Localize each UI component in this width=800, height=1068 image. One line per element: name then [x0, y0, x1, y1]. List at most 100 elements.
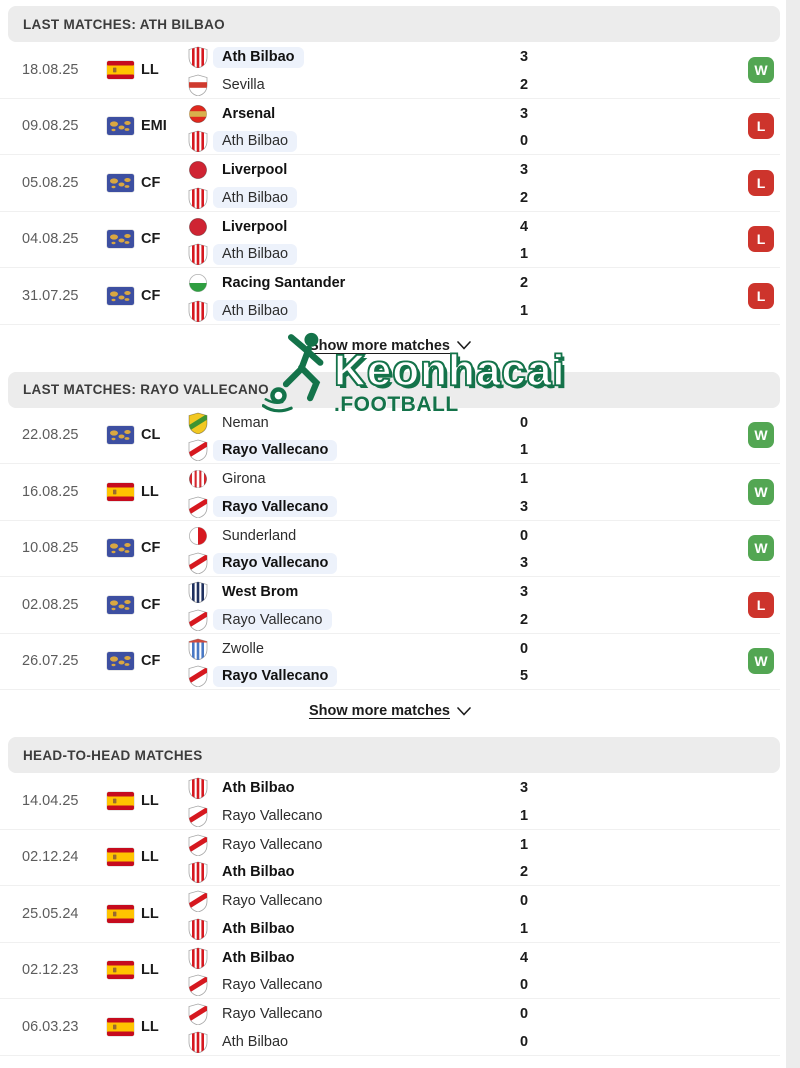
show-more-button[interactable]: Show more matches: [0, 699, 780, 723]
competition-code: LL: [141, 1018, 159, 1035]
match-row[interactable]: 02.12.23 LL Ath Bilbao 4 Rayo Vallecano …: [0, 943, 780, 999]
match-date: 22.08.25: [22, 427, 79, 444]
ath-bilbao-crest-icon: [188, 243, 208, 265]
home-team-line: Liverpool 3: [188, 158, 763, 182]
team-name: Ath Bilbao: [222, 864, 295, 880]
sevilla-crest-icon: [188, 74, 208, 96]
away-team-line: Rayo Vallecano 5: [188, 664, 763, 688]
show-more-button[interactable]: Show more matches: [0, 334, 780, 358]
away-team-line: Ath Bilbao 2: [188, 186, 763, 210]
chevron-down-icon: [457, 341, 471, 350]
result-badge: W: [748, 422, 774, 449]
home-team-line: Liverpool 4: [188, 215, 763, 239]
world-flag-icon: [107, 539, 134, 558]
match-row[interactable]: 04.08.25 CF Liverpool 4 Ath Bilbao 1 L: [0, 212, 780, 268]
away-team-line: Ath Bilbao 1: [188, 242, 763, 266]
result-badge: L: [748, 226, 774, 253]
spain-flag-icon: [107, 60, 134, 79]
team-name: Ath Bilbao: [222, 949, 295, 966]
competition-code: LL: [141, 483, 159, 500]
match-row[interactable]: 06.03.23 LL Rayo Vallecano 0 Ath Bilbao …: [0, 999, 780, 1056]
girona-crest-icon: [188, 468, 208, 490]
match-date: 06.03.23: [22, 1018, 79, 1035]
team-score: 4: [520, 218, 529, 235]
match-date: 31.07.25: [22, 287, 79, 304]
team-name: Liverpool: [222, 218, 288, 235]
match-date: 09.08.25: [22, 118, 79, 135]
home-team-line: Rayo Vallecano 0: [188, 889, 763, 913]
rayo-vallecano-crest-icon: [188, 974, 208, 996]
show-more-label: Show more matches: [308, 337, 450, 354]
rayo-vallecano-crest-icon: [188, 496, 208, 518]
ath-bilbao-crest-icon: [188, 46, 208, 68]
spain-flag-icon: [107, 791, 134, 810]
result-badge: W: [748, 535, 774, 562]
home-team-line: West Brom 3: [188, 580, 763, 604]
team-name: Rayo Vallecano: [213, 552, 338, 574]
team-score: 0: [520, 977, 529, 993]
match-date: 02.12.23: [22, 962, 79, 979]
competition-code: CF: [141, 231, 161, 248]
match-date: 26.07.25: [22, 653, 79, 670]
team-name: Rayo Vallecano: [222, 1006, 323, 1022]
team-score: 2: [520, 189, 529, 206]
world-flag-icon: [107, 652, 134, 671]
result-badge: W: [748, 478, 774, 505]
chevron-down-icon: [457, 706, 471, 716]
team-name: Girona: [222, 471, 266, 487]
home-team-line: Zwolle 0: [188, 637, 763, 661]
result-badge: L: [748, 113, 774, 140]
competition-code: CF: [141, 540, 161, 557]
away-team-line: Rayo Vallecano 3: [188, 551, 763, 575]
match-row[interactable]: 22.08.25 CL Neman 0 Rayo Vallecano 1 W: [0, 408, 780, 464]
team-name: Liverpool: [222, 162, 288, 178]
away-team-line: Ath Bilbao 0: [188, 1030, 763, 1054]
match-date: 14.04.25: [22, 792, 79, 809]
ath-bilbao-crest-icon: [188, 187, 208, 209]
rayo-vallecano-crest-icon: [188, 805, 208, 827]
team-score: 1: [520, 836, 529, 853]
arsenal-crest-icon: [188, 103, 208, 125]
team-name: Ath Bilbao: [222, 780, 295, 796]
team-score: 0: [520, 640, 529, 657]
team-score: 0: [520, 1033, 529, 1050]
team-score: 2: [520, 611, 529, 628]
team-name: Ath Bilbao: [222, 1033, 289, 1050]
racing-santander-crest-icon: [188, 272, 208, 294]
team-score: 1: [520, 471, 529, 487]
match-row[interactable]: 05.08.25 CF Liverpool 3 Ath Bilbao 2 L: [0, 155, 780, 212]
team-score: 0: [520, 133, 529, 149]
match-date: 16.08.25: [22, 483, 79, 500]
match-row[interactable]: 26.07.25 CF Zwolle 0 Rayo Vallecano 5 W: [0, 634, 780, 690]
team-score: 3: [520, 162, 529, 178]
match-row[interactable]: 18.08.25 LL Ath Bilbao 3 Sevilla 2 W: [0, 42, 780, 99]
competition-code: EMI: [141, 118, 167, 135]
west-brom-crest-icon: [188, 581, 208, 603]
ath-bilbao-crest-icon: [188, 1031, 208, 1053]
away-team-line: Rayo Vallecano 0: [188, 973, 763, 997]
team-score: 4: [520, 949, 529, 966]
match-row[interactable]: 16.08.25 LL Girona 1 Rayo Vallecano 3 W: [0, 464, 780, 521]
match-row[interactable]: 02.12.24 LL Rayo Vallecano 1 Ath Bilbao …: [0, 830, 780, 886]
match-date: 02.08.25: [22, 596, 79, 613]
match-row[interactable]: 10.08.25 CF Sunderland 0 Rayo Vallecano …: [0, 521, 780, 577]
away-team-line: Ath Bilbao 1: [188, 917, 763, 941]
world-flag-icon: [107, 230, 134, 249]
competition-code: CF: [141, 174, 161, 191]
home-team-line: Rayo Vallecano 0: [188, 1002, 763, 1026]
team-score: 2: [520, 275, 529, 291]
team-name: Neman: [222, 414, 269, 431]
match-row[interactable]: 09.08.25 EMI Arsenal 3 Ath Bilbao 0 L: [0, 99, 780, 155]
spain-flag-icon: [107, 904, 134, 923]
team-name: Ath Bilbao: [213, 300, 298, 321]
match-row[interactable]: 02.08.25 CF West Brom 3 Rayo Vallecano 2…: [0, 577, 780, 634]
team-score: 5: [520, 668, 529, 684]
match-row[interactable]: 31.07.25 CF Racing Santander 2 Ath Bilba…: [0, 268, 780, 325]
match-row[interactable]: 25.05.24 LL Rayo Vallecano 0 Ath Bilbao …: [0, 886, 780, 943]
rayo-vallecano-crest-icon: [188, 834, 208, 856]
sections-container: LAST MATCHES: ATH BILBAO 18.08.25 LL Ath…: [0, 6, 800, 1056]
match-row[interactable]: 14.04.25 LL Ath Bilbao 3 Rayo Vallecano …: [0, 773, 780, 830]
team-name: Sunderland: [222, 527, 297, 544]
away-team-line: Rayo Vallecano 2: [188, 608, 763, 632]
